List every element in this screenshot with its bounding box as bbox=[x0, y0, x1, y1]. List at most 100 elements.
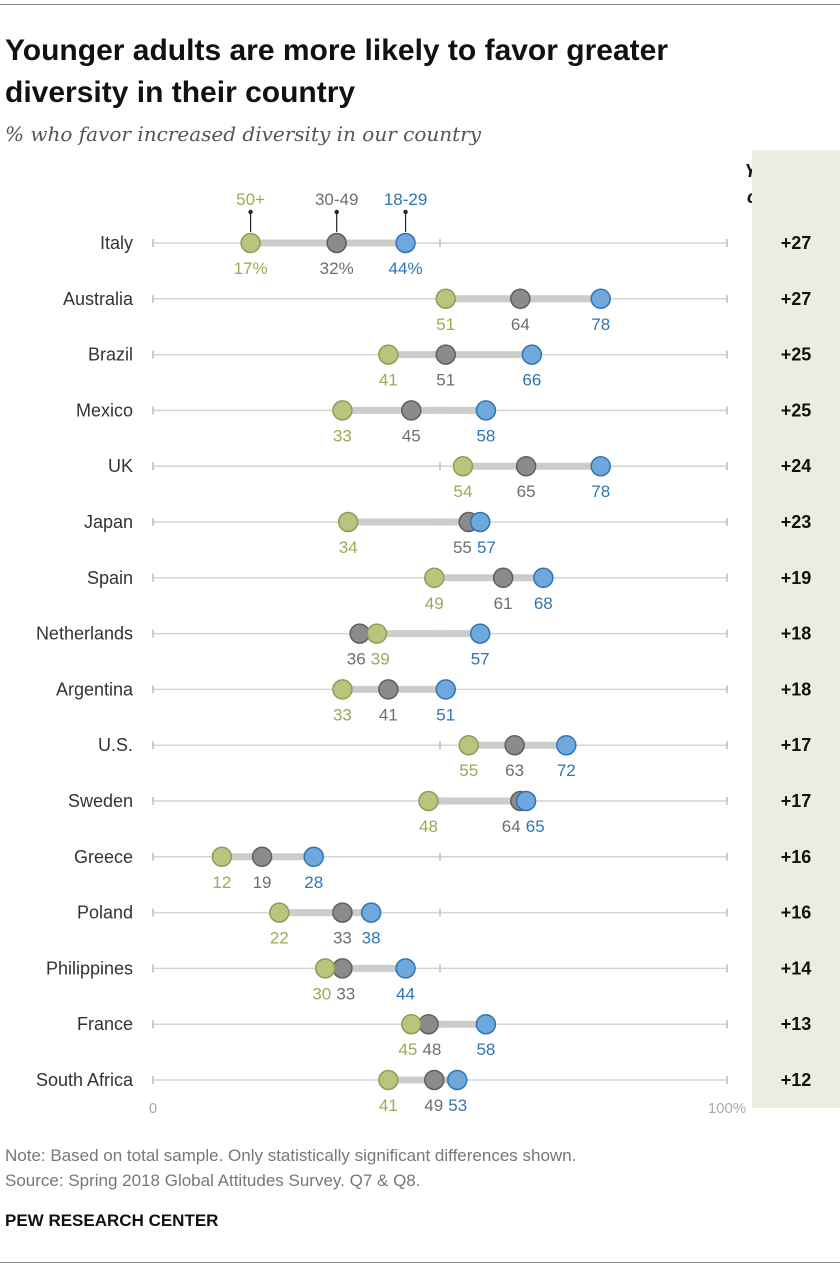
legend-pointer-dot bbox=[334, 209, 339, 215]
value-label-50+: 41 bbox=[379, 371, 398, 390]
dot-30-49 bbox=[326, 232, 347, 254]
bottom-rule bbox=[0, 1262, 840, 1263]
series-legend-label: 50+ bbox=[236, 190, 265, 209]
dot-18-29 bbox=[446, 1069, 468, 1091]
value-label-30-49: 48 bbox=[422, 1040, 441, 1059]
value-label-18-29: 53 bbox=[448, 1096, 467, 1115]
dot-18-29 bbox=[303, 846, 324, 868]
dot-30-49 bbox=[378, 679, 399, 700]
dot-50+ bbox=[378, 344, 399, 365]
value-label-30-49: 19 bbox=[253, 873, 272, 892]
country-label: France bbox=[77, 1014, 133, 1034]
gap-value: +24 bbox=[781, 456, 812, 476]
series-legend-label: 18-29 bbox=[384, 190, 427, 209]
value-label-30-49: 55 bbox=[453, 538, 472, 557]
value-label-30-49: 64 bbox=[511, 315, 530, 334]
value-label-30-49: 33 bbox=[333, 929, 352, 948]
value-label-30-49: 41 bbox=[379, 705, 398, 724]
country-label: Sweden bbox=[68, 791, 133, 811]
value-label-30-49: 32% bbox=[320, 259, 354, 278]
value-label-18-29: 28 bbox=[304, 873, 323, 892]
country-label: Australia bbox=[63, 289, 134, 309]
gap-value: +12 bbox=[781, 1070, 812, 1090]
country-label: Japan bbox=[84, 512, 133, 532]
value-label-18-29: 44 bbox=[396, 984, 415, 1003]
country-label: Spain bbox=[87, 568, 133, 588]
value-label-50+: 51 bbox=[436, 315, 455, 334]
gap-value: +25 bbox=[781, 400, 812, 420]
dot-50+ bbox=[314, 958, 336, 979]
gap-value: +18 bbox=[781, 679, 812, 699]
dot-18-29 bbox=[533, 567, 554, 589]
footnote: Note: Based on total sample. Only statis… bbox=[5, 1143, 576, 1193]
gap-value: +23 bbox=[781, 512, 812, 532]
country-label: Philippines bbox=[46, 958, 133, 978]
dot-50+ bbox=[332, 679, 353, 700]
gap-column-band bbox=[752, 150, 840, 1108]
value-label-18-29: 57 bbox=[471, 650, 490, 669]
dot-18-29 bbox=[395, 232, 416, 254]
value-label-30-49: 61 bbox=[494, 594, 513, 613]
value-label-30-49: 51 bbox=[436, 371, 455, 390]
value-label-50+: 39 bbox=[371, 650, 390, 669]
dot-30-49 bbox=[492, 567, 514, 589]
dot-30-49 bbox=[349, 623, 370, 644]
value-label-30-49: 63 bbox=[505, 761, 524, 780]
dot-30-49 bbox=[418, 1013, 439, 1035]
country-label: Brazil bbox=[88, 345, 133, 365]
value-label-30-49: 64 bbox=[502, 817, 521, 836]
dot-50+ bbox=[211, 846, 233, 868]
dot-50+ bbox=[401, 1013, 422, 1035]
value-label-18-29: 58 bbox=[476, 426, 495, 445]
country-label: Italy bbox=[100, 233, 133, 253]
dot-plot-chart: 0 100% Italy 17% 32% 44% +27 Australia 51 64 78 +27… bbox=[36, 150, 840, 1117]
value-label-30-49: 33 bbox=[336, 984, 355, 1003]
value-label-50+: 34 bbox=[339, 538, 358, 557]
dot-30-49 bbox=[401, 400, 422, 421]
dot-50+ bbox=[269, 902, 290, 923]
value-label-30-49: 45 bbox=[402, 426, 421, 445]
dot-50+ bbox=[240, 232, 261, 254]
dot-50+ bbox=[424, 567, 445, 589]
dot-30-49 bbox=[332, 958, 353, 979]
chart-subtitle: % who favor increased diversity in our c… bbox=[5, 122, 482, 146]
dot-18-29 bbox=[395, 958, 416, 979]
dot-50+ bbox=[435, 288, 456, 310]
dot-50+ bbox=[337, 511, 359, 533]
gap-value: +19 bbox=[781, 568, 812, 588]
legend-pointer-dot bbox=[248, 209, 253, 215]
value-label-50+: 33 bbox=[333, 705, 352, 724]
value-label-18-29: 66 bbox=[522, 371, 541, 390]
x-tick-label: 100% bbox=[708, 1100, 746, 1117]
note-text: Note: Based on total sample. Only statis… bbox=[5, 1146, 577, 1165]
gap-value: +25 bbox=[781, 345, 812, 365]
gap-value: +16 bbox=[781, 847, 812, 867]
gap-value: +18 bbox=[781, 624, 812, 644]
dot-30-49 bbox=[435, 344, 456, 365]
value-label-50+: 48 bbox=[419, 817, 438, 836]
dot-18-29 bbox=[475, 1013, 497, 1035]
country-label: Poland bbox=[77, 903, 133, 923]
value-label-50+: 41 bbox=[379, 1096, 398, 1115]
dot-30-49 bbox=[504, 734, 525, 756]
dot-30-49 bbox=[251, 846, 273, 868]
country-label: Greece bbox=[74, 847, 133, 867]
dot-18-29 bbox=[435, 679, 456, 700]
dot-30-49 bbox=[510, 288, 531, 310]
top-rule bbox=[0, 4, 840, 5]
value-label-18-29: 58 bbox=[476, 1040, 495, 1059]
gap-value: +17 bbox=[781, 735, 812, 755]
gap-value: +16 bbox=[781, 903, 812, 923]
value-label-30-49: 65 bbox=[517, 482, 536, 501]
dot-50+ bbox=[366, 623, 388, 644]
country-label: Netherlands bbox=[36, 624, 133, 644]
country-label: U.S. bbox=[98, 735, 133, 755]
dot-18-29 bbox=[521, 344, 543, 365]
value-label-50+: 30 bbox=[312, 984, 331, 1003]
x-tick-label: 0 bbox=[149, 1100, 157, 1117]
dot-18-29 bbox=[556, 734, 577, 756]
brand-label: PEW RESEARCH CENTER bbox=[5, 1211, 219, 1230]
value-label-18-29: 51 bbox=[436, 705, 455, 724]
dot-50+ bbox=[418, 790, 439, 812]
value-label-18-29: 57 bbox=[477, 538, 496, 557]
